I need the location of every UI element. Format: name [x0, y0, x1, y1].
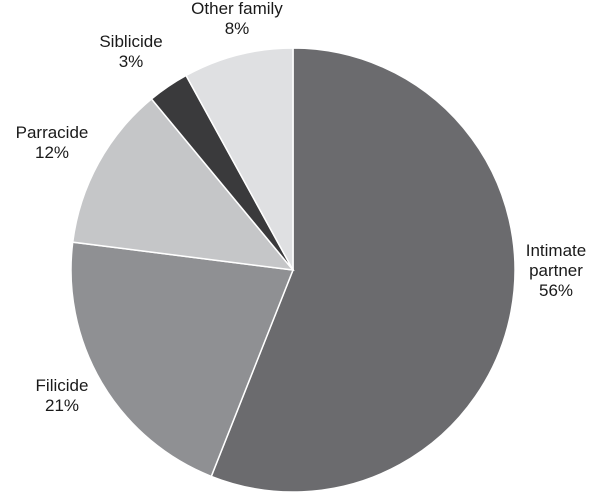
pie-slice-parracide [71, 97, 295, 271]
slice-name-label: Siblicide [99, 32, 162, 51]
pie-slices [70, 47, 516, 493]
pie-labels: Intimate partner 56% Filicide 21% Parracide 12… [16, 0, 587, 415]
slice-name-label: Intimate [526, 241, 586, 260]
slice-value-label: 12% [35, 143, 69, 162]
slice-name-label: Filicide [36, 376, 89, 395]
slice-name-label: partner [529, 261, 583, 280]
slice-value-label: 21% [45, 396, 79, 415]
pie-slice-intimate-partner [210, 47, 516, 493]
slice-label-other-family: Other family 8% [191, 0, 283, 38]
slice-value-label: 56% [539, 281, 573, 300]
slice-name-label: Parracide [16, 123, 89, 142]
slice-label-parracide: Parracide 12% [16, 123, 89, 162]
slice-name-label: Other family [191, 0, 283, 18]
slice-label-filicide: Filicide 21% [36, 376, 89, 415]
slice-label-siblicide: Siblicide 3% [99, 32, 162, 71]
slice-value-label: 8% [225, 19, 250, 38]
pie-slice-filicide [70, 241, 295, 478]
pie-slice-other-family [185, 47, 294, 271]
slice-label-intimate-partner: Intimate partner 56% [526, 241, 586, 300]
slice-value-label: 3% [119, 52, 144, 71]
